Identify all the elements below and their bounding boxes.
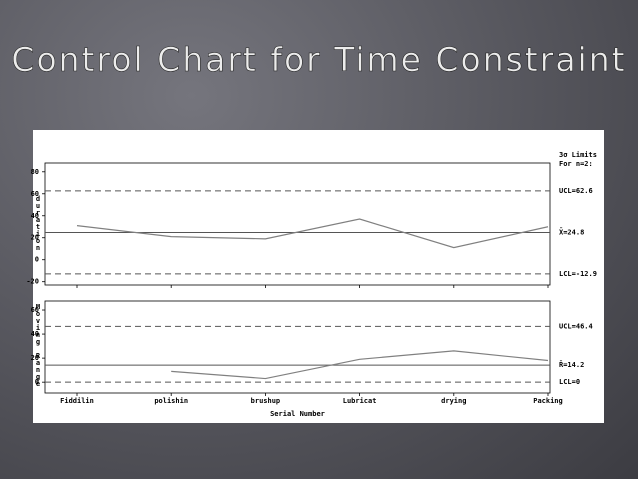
limit-label: UCL=62.6 bbox=[559, 187, 593, 195]
limits-note: For n=2: bbox=[559, 160, 593, 168]
plot-frame bbox=[44, 300, 551, 394]
limit-label: LCL=-12.9 bbox=[559, 270, 597, 278]
x-tick-label: drying bbox=[441, 397, 466, 405]
limit-label: UCL=46.4 bbox=[559, 322, 593, 330]
y-tick-label: 0 bbox=[35, 256, 39, 264]
y-tick-label: -20 bbox=[26, 278, 39, 286]
x-tick-label: brushup bbox=[251, 397, 281, 405]
limit-label: LCL=0 bbox=[559, 378, 580, 386]
x-tick-label: Lubricat bbox=[343, 397, 377, 405]
y-tick-label: 20 bbox=[31, 234, 39, 242]
x-tick-label: Fiddilin bbox=[60, 397, 94, 405]
y-tick-label: 40 bbox=[31, 330, 39, 338]
y-tick-label: 20 bbox=[31, 354, 39, 362]
data-line bbox=[171, 350, 549, 380]
x-axis-label: Serial Number bbox=[270, 410, 325, 418]
plot-frame bbox=[44, 162, 551, 286]
y-tick-label: 0 bbox=[35, 378, 39, 386]
chart-panel bbox=[33, 130, 604, 423]
y-tick-label: 60 bbox=[31, 190, 39, 198]
data-line bbox=[76, 218, 549, 249]
y-axis-label: duration bbox=[34, 195, 42, 251]
x-tick-label: polishin bbox=[154, 397, 188, 405]
y-axis-label: Moving Range bbox=[34, 303, 42, 387]
y-tick-label: 80 bbox=[31, 168, 39, 176]
x-tick-label: Packing bbox=[533, 397, 563, 405]
limit-label: X̄=24.8 bbox=[559, 227, 584, 236]
limits-note: 3σ Limits bbox=[559, 151, 597, 159]
y-tick-label: 60 bbox=[31, 306, 39, 314]
y-tick-label: 40 bbox=[31, 212, 39, 220]
limit-label: R̄=14.2 bbox=[559, 360, 584, 369]
slide-title: Control Chart for Time Constraint bbox=[11, 40, 626, 79]
